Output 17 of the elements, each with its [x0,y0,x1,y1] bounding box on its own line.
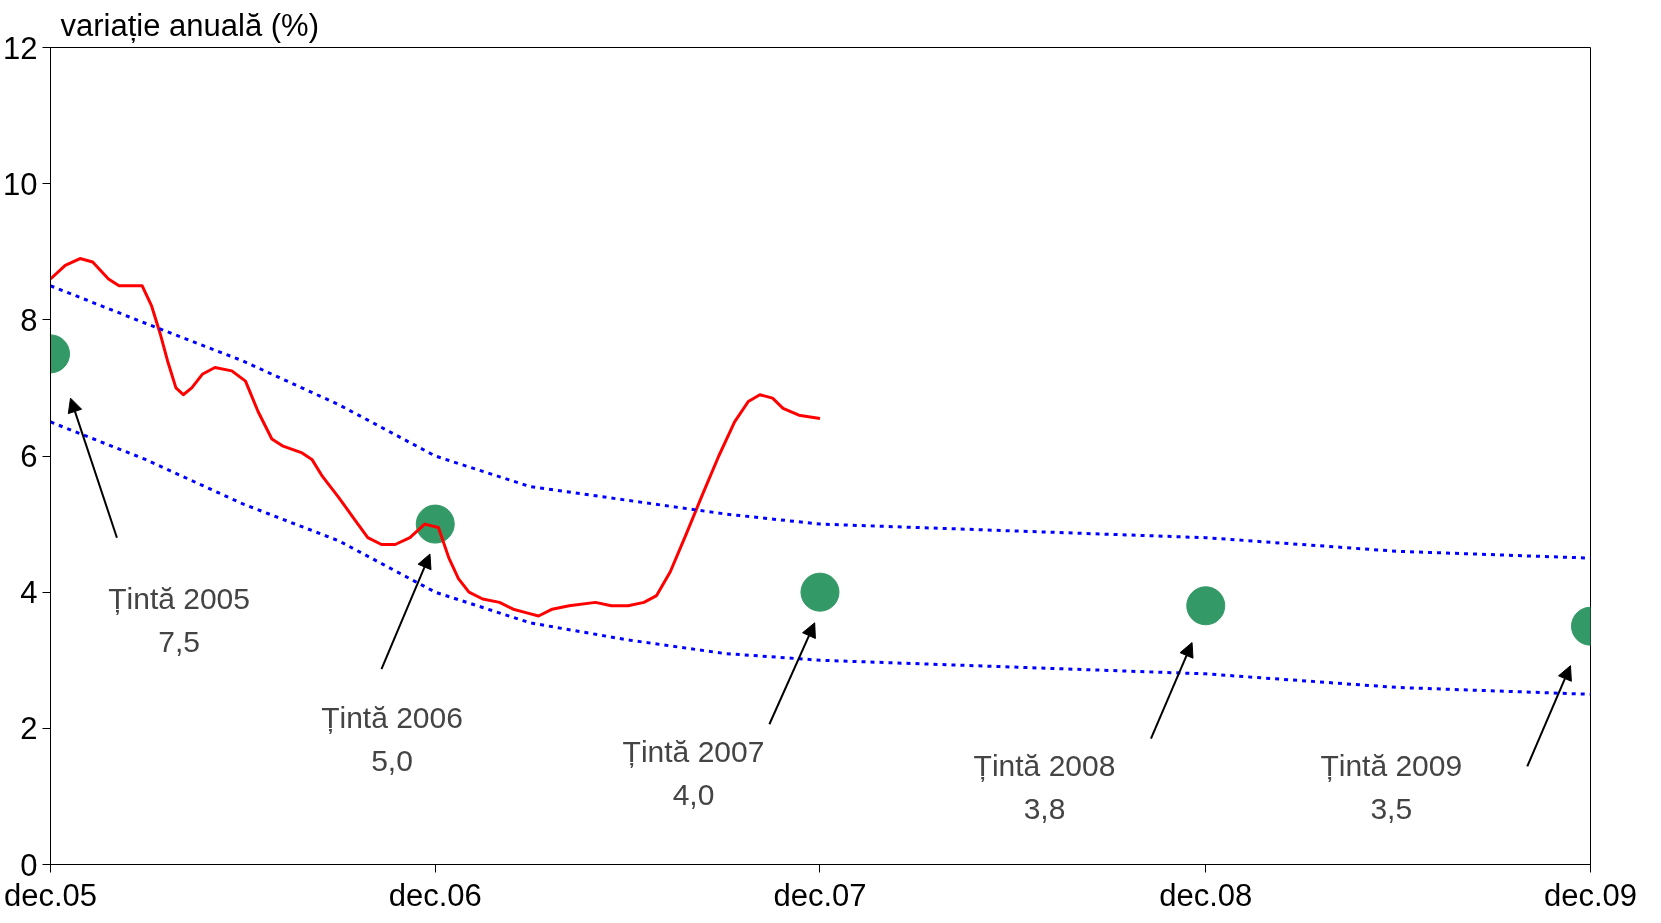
y-tick-label: 12 [3,30,38,66]
annotation: Țintă 2009 3,5 [1320,748,1463,825]
y-tick-label: 10 [3,166,38,202]
line-series [50,257,822,618]
x-tick-label: dec.08 [1159,877,1253,913]
annotation: Țintă 2007 4,0 [622,735,765,812]
annotation: Țintă 2008 3,8 [973,748,1116,825]
x-tick-label: dec.06 [388,877,482,913]
y-tick-label: 2 [20,711,38,747]
y-axis-title: variație anuală (%) [60,7,319,43]
x-tick-label: dec.09 [1543,877,1638,913]
y-tick-label: 6 [20,439,38,474]
y-tick-label: 8 [20,302,38,338]
y-tick-label: 4 [20,575,38,611]
annotation: Țintă 2006 5,0 [321,701,463,777]
annotation: Țintă 2005 7,5 [108,581,250,658]
x-tick-label: dec.07 [773,877,867,913]
